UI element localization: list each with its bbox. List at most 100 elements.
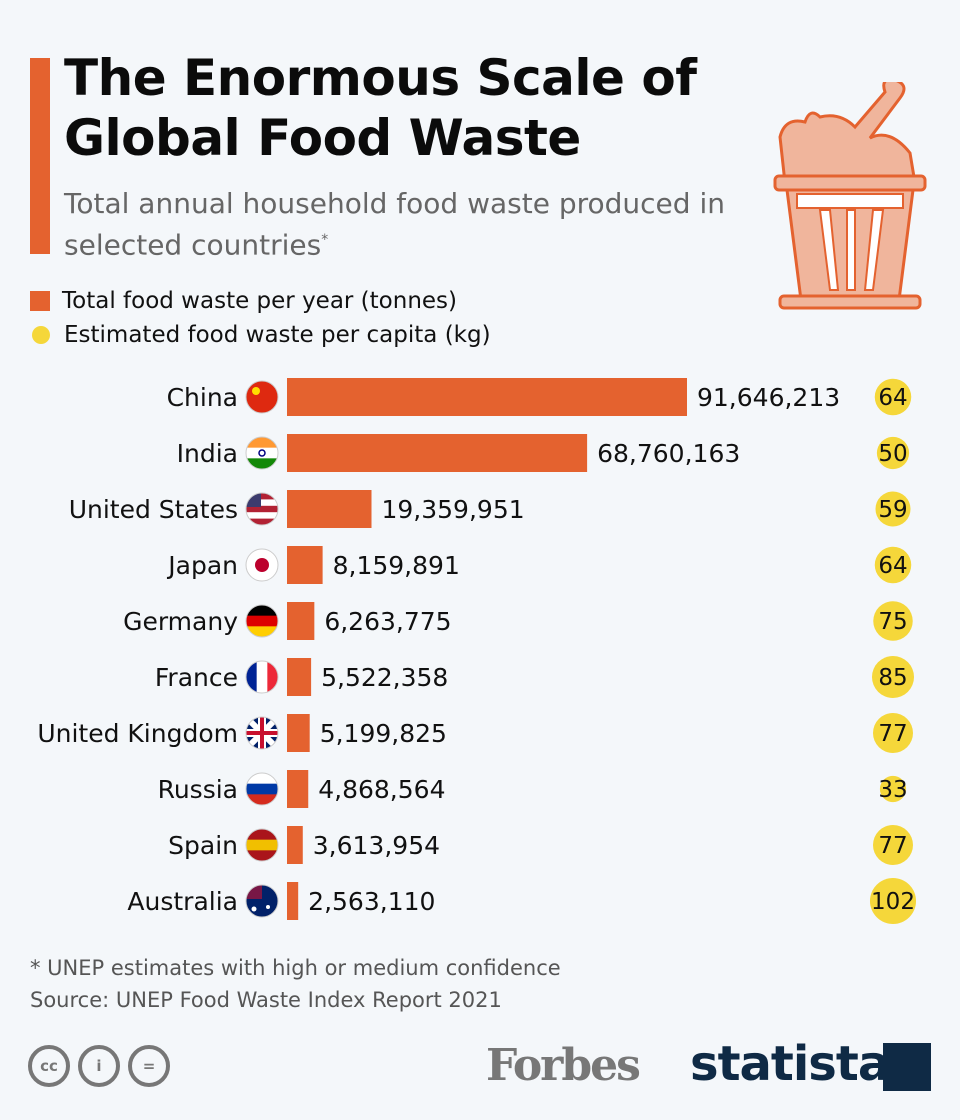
china-flag [245, 380, 279, 414]
bar [287, 378, 687, 416]
flag-stripe [246, 437, 278, 449]
flag-stripe [246, 829, 278, 841]
circle-swatch [32, 326, 50, 344]
bar-value-label: 5,199,825 [320, 719, 447, 748]
flag-stripe [246, 626, 278, 637]
bar-value-label: 4,868,564 [318, 775, 445, 804]
per-capita-label: 50 [878, 441, 907, 467]
flag-body [246, 381, 278, 413]
bar-value-label: 3,613,954 [313, 831, 440, 860]
statista-logo-mark-icon [883, 1043, 931, 1091]
flag-star [252, 387, 260, 395]
flag-body [246, 549, 278, 581]
bar [287, 714, 310, 752]
per-capita-circle [871, 655, 915, 699]
per-capita-label: 85 [878, 665, 907, 691]
flag-stripe [246, 794, 278, 805]
subtitle: Total annual household food waste produc… [64, 186, 754, 263]
legend-label: Estimated food waste per capita (kg) [64, 322, 491, 348]
germany-flag [245, 604, 279, 638]
bar-value-label: 19,359,951 [381, 495, 524, 524]
bar [287, 490, 372, 528]
bar [287, 546, 323, 584]
title-line-1: The Enormous Scale of [64, 49, 697, 107]
per-capita-label: 33 [878, 777, 907, 803]
bar [287, 602, 315, 640]
flag-stripe [246, 839, 278, 851]
flag-border [245, 772, 279, 806]
flag-stripe [246, 493, 278, 500]
subtitle-footnote-mark: * [321, 232, 329, 248]
flag-stripe [246, 783, 278, 795]
flag-body [246, 437, 278, 469]
category-label: India [177, 439, 238, 468]
flag-border [245, 436, 279, 470]
category-label: United Kingdom [37, 719, 238, 748]
trash-food-icon [773, 82, 927, 310]
flag-wheel [258, 449, 266, 457]
subtitle-text: Total annual household food waste produc… [64, 187, 725, 262]
category-label: Japan [166, 551, 238, 580]
flag-cross-red [246, 717, 278, 749]
cc-icon[interactable]: cc [28, 1045, 70, 1087]
bar [287, 658, 312, 696]
flag-stripe [256, 661, 268, 693]
forbes-logo: Forbes [486, 1040, 641, 1091]
category-label: China [167, 383, 238, 412]
no-derivatives-icon[interactable]: = [128, 1045, 170, 1087]
flag-stripe [246, 605, 278, 617]
per-capita-circle [872, 712, 914, 754]
attribution-icon[interactable]: i [78, 1045, 120, 1087]
per-capita-circle [874, 546, 912, 584]
per-capita-circle [873, 601, 913, 641]
category-label: Germany [123, 607, 238, 636]
category-label: United States [69, 495, 238, 524]
per-capita-label: 75 [878, 609, 907, 635]
category-label: Australia [127, 887, 238, 916]
flag-stripe [246, 518, 278, 525]
legend-item-bars: Total food waste per year (tonnes) [30, 284, 491, 318]
accent-bar [30, 58, 50, 254]
flag-stripe [246, 615, 278, 627]
flag-body [246, 661, 278, 693]
flag-body [246, 605, 278, 637]
flag-stripe [267, 661, 278, 693]
india-flag [245, 436, 279, 470]
legend-item-circles: Estimated food waste per capita (kg) [30, 318, 491, 352]
bar-chart: China 91,646,213 64 India 68,760,163 50 United… [37, 378, 917, 925]
per-capita-circle [874, 378, 912, 416]
bar [287, 434, 588, 472]
bar [287, 882, 299, 920]
bar-swatch [30, 291, 50, 311]
flag-border [245, 492, 279, 526]
flag-stripe [246, 512, 278, 520]
per-capita-label: 102 [871, 889, 915, 915]
bar [287, 770, 309, 808]
flag-border [245, 716, 279, 750]
flag-stripe [246, 447, 278, 459]
flag-body [246, 493, 278, 525]
bar [287, 826, 303, 864]
japan-flag [245, 548, 279, 582]
statista-logo: statista [690, 1036, 890, 1092]
flag-border [245, 380, 279, 414]
russia-flag [245, 772, 279, 806]
per-capita-circle [875, 491, 911, 527]
per-capita-circle [869, 877, 917, 925]
per-capita-label: 77 [878, 833, 907, 859]
category-label: Russia [158, 775, 238, 804]
flag-border [245, 604, 279, 638]
bar-value-label: 8,159,891 [333, 551, 460, 580]
flag-star [251, 906, 257, 912]
flag-stripe [246, 773, 278, 785]
bar-value-label: 2,563,110 [308, 887, 435, 916]
legend: Total food waste per year (tonnes) Estim… [30, 284, 491, 352]
per-capita-label: 64 [878, 553, 907, 579]
flag-body [246, 717, 278, 749]
flag-body [246, 773, 278, 805]
title-line-2: Global Food Waste [64, 109, 581, 167]
usa-flag [245, 492, 279, 526]
australia-flag [245, 884, 279, 918]
category-label: Spain [168, 831, 238, 860]
